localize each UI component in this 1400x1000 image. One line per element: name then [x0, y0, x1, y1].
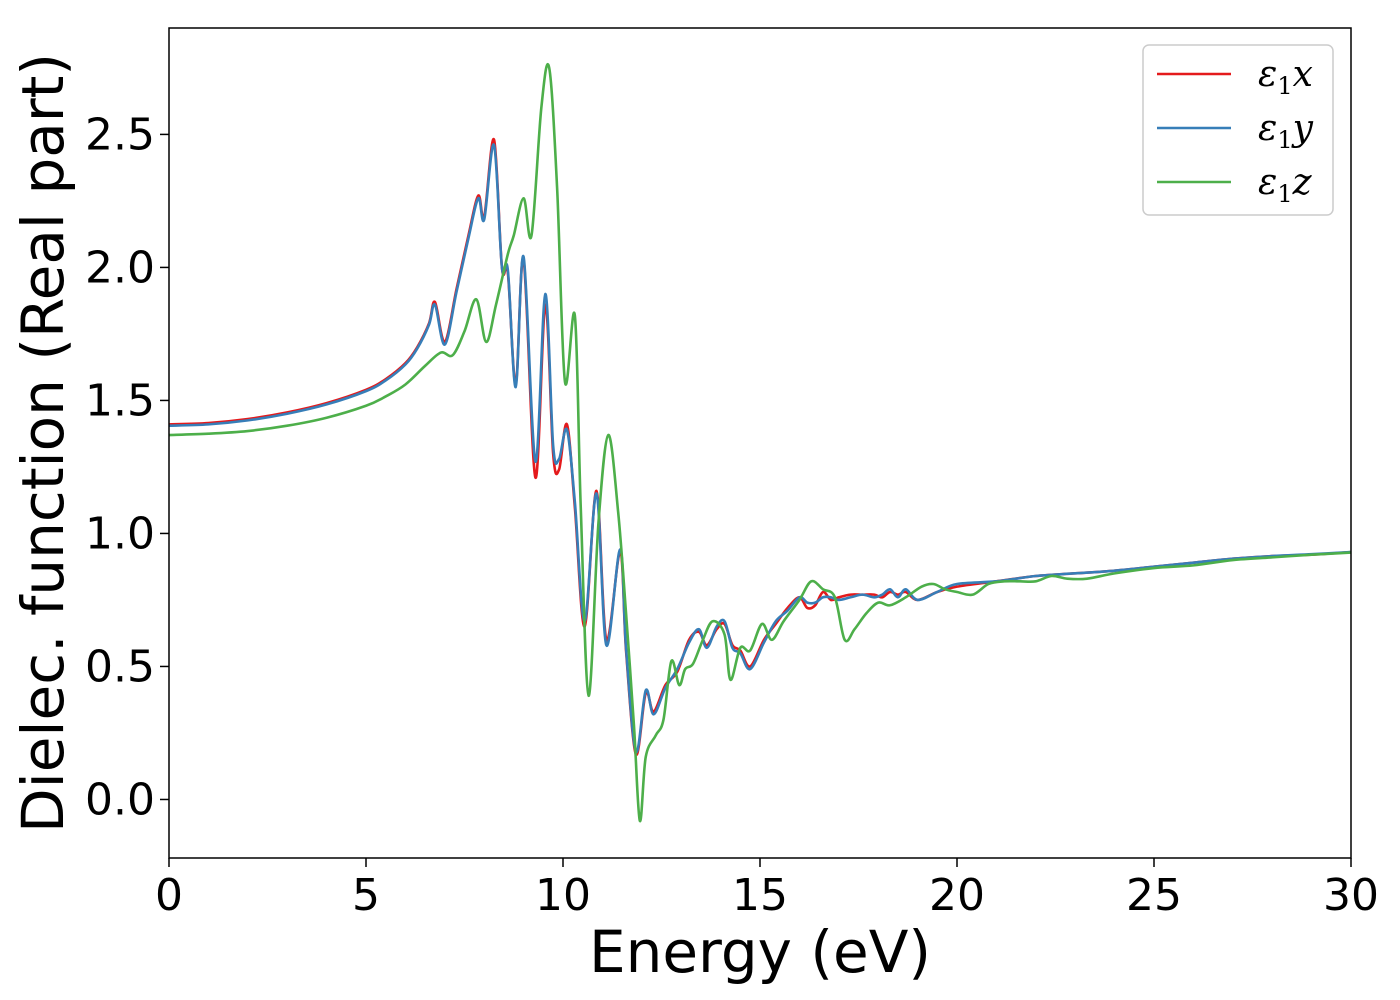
- y-tick-label: 1.5: [85, 375, 155, 426]
- y-tick-label: 0.0: [85, 774, 155, 825]
- x-tick-label: 0: [155, 870, 183, 921]
- y-tick-label: 2.0: [85, 242, 155, 293]
- x-tick-label: 30: [1323, 870, 1379, 921]
- legend: ε1x ε1y ε1z: [1142, 44, 1334, 216]
- x-tick-label: 25: [1126, 870, 1182, 921]
- y-axis: 0.0 0.5 1.0 1.5 2.0 2.5: [85, 109, 169, 825]
- x-tick-label: 5: [352, 870, 380, 921]
- series-line-y: [169, 143, 1351, 753]
- x-tick-label: 20: [929, 870, 985, 921]
- x-tick-label: 15: [732, 870, 788, 921]
- legend-label-x: ε1x: [1258, 54, 1313, 100]
- y-axis-title: Dielec. function (Real part): [9, 53, 77, 833]
- y-tick-label: 0.5: [85, 641, 155, 692]
- legend-label-z: ε1z: [1258, 162, 1313, 208]
- legend-label-y: ε1y: [1258, 108, 1314, 154]
- y-tick-label: 1.0: [85, 508, 155, 559]
- series-line-z: [169, 63, 1351, 823]
- legend-frame: [1142, 44, 1334, 216]
- x-axis: 0 5 10 15 20 25 30: [155, 858, 1379, 921]
- y-tick-label: 2.5: [85, 109, 155, 160]
- series-layer: [169, 63, 1351, 823]
- x-tick-label: 10: [535, 870, 591, 921]
- x-axis-title: Energy (eV): [589, 918, 931, 986]
